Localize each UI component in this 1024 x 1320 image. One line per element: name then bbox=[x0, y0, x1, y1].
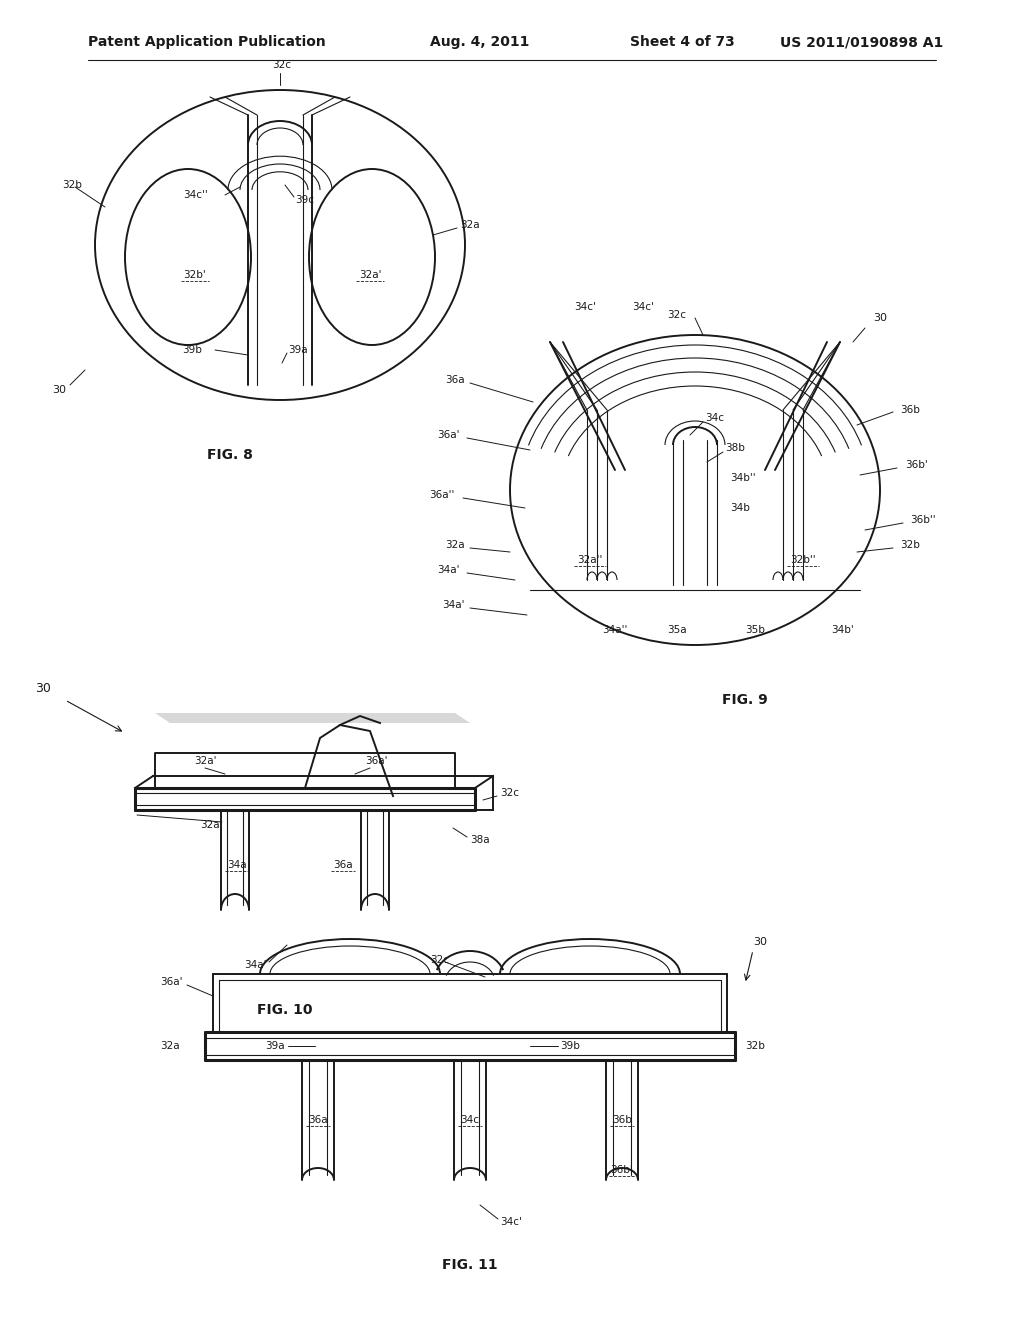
Text: Patent Application Publication: Patent Application Publication bbox=[88, 36, 326, 49]
Text: 38a: 38a bbox=[470, 836, 489, 845]
Text: 38b: 38b bbox=[725, 444, 744, 453]
Text: 34c: 34c bbox=[705, 413, 724, 422]
Text: 32a': 32a' bbox=[194, 756, 216, 766]
Text: 32c: 32c bbox=[500, 788, 519, 799]
Text: 39b: 39b bbox=[560, 1041, 580, 1051]
Text: 32b': 32b' bbox=[183, 271, 207, 280]
Text: 35b: 35b bbox=[745, 624, 765, 635]
Text: 32a: 32a bbox=[460, 220, 479, 230]
Text: 39a: 39a bbox=[288, 345, 307, 355]
Text: 30: 30 bbox=[753, 937, 767, 946]
Text: 32a: 32a bbox=[201, 820, 220, 830]
Text: 36a'': 36a'' bbox=[430, 490, 455, 500]
Text: 36b': 36b' bbox=[610, 1166, 634, 1175]
Polygon shape bbox=[155, 713, 470, 723]
Text: 34b': 34b' bbox=[831, 624, 854, 635]
Text: 32c: 32c bbox=[430, 954, 450, 965]
Text: 36b'': 36b'' bbox=[910, 515, 936, 525]
Text: 32a: 32a bbox=[445, 540, 465, 550]
Text: Aug. 4, 2011: Aug. 4, 2011 bbox=[430, 36, 529, 49]
Text: FIG. 8: FIG. 8 bbox=[207, 447, 253, 462]
Text: FIG. 9: FIG. 9 bbox=[722, 693, 768, 708]
Text: 30: 30 bbox=[52, 385, 66, 395]
Text: 36b: 36b bbox=[612, 1115, 632, 1125]
Text: 32b: 32b bbox=[745, 1041, 765, 1051]
Text: 35a: 35a bbox=[668, 624, 687, 635]
Text: 36a': 36a' bbox=[161, 977, 183, 987]
Text: 39a: 39a bbox=[265, 1041, 285, 1051]
Text: 34a: 34a bbox=[227, 861, 247, 870]
Text: 34a'': 34a'' bbox=[602, 624, 628, 635]
Text: 32a'': 32a'' bbox=[578, 554, 603, 565]
Text: 36a': 36a' bbox=[437, 430, 460, 440]
Text: FIG. 11: FIG. 11 bbox=[442, 1258, 498, 1272]
Text: 36a': 36a' bbox=[365, 756, 387, 766]
Text: 32c: 32c bbox=[272, 59, 292, 70]
Text: 34a': 34a' bbox=[437, 565, 460, 576]
Text: 34b'': 34b'' bbox=[730, 473, 756, 483]
Text: 34c: 34c bbox=[461, 1115, 479, 1125]
Text: US 2011/0190898 A1: US 2011/0190898 A1 bbox=[780, 36, 943, 49]
Text: 32b'': 32b'' bbox=[791, 554, 816, 565]
Text: 36a: 36a bbox=[308, 1115, 328, 1125]
Text: Sheet 4 of 73: Sheet 4 of 73 bbox=[630, 36, 735, 49]
Text: 39c: 39c bbox=[295, 195, 314, 205]
Text: 34c': 34c' bbox=[500, 1217, 522, 1228]
Text: 30: 30 bbox=[873, 313, 887, 323]
Text: 36a: 36a bbox=[333, 861, 353, 870]
Text: 34a': 34a' bbox=[245, 960, 267, 970]
Text: 34b: 34b bbox=[730, 503, 750, 513]
Text: 32b: 32b bbox=[900, 540, 920, 550]
Text: 30: 30 bbox=[35, 681, 51, 694]
Text: 32a': 32a' bbox=[358, 271, 381, 280]
Text: 36a: 36a bbox=[445, 375, 465, 385]
Text: 32c: 32c bbox=[668, 310, 686, 319]
Text: 39b: 39b bbox=[182, 345, 202, 355]
Text: 34c': 34c' bbox=[632, 302, 654, 312]
Text: FIG. 10: FIG. 10 bbox=[257, 1003, 312, 1016]
Text: 32a: 32a bbox=[161, 1041, 180, 1051]
Text: 36b': 36b' bbox=[905, 459, 928, 470]
Text: 34c': 34c' bbox=[574, 302, 596, 312]
Text: 34a': 34a' bbox=[442, 601, 465, 610]
Text: 34c'': 34c'' bbox=[183, 190, 208, 201]
Text: 32b: 32b bbox=[62, 180, 82, 190]
Text: 36b: 36b bbox=[900, 405, 920, 414]
